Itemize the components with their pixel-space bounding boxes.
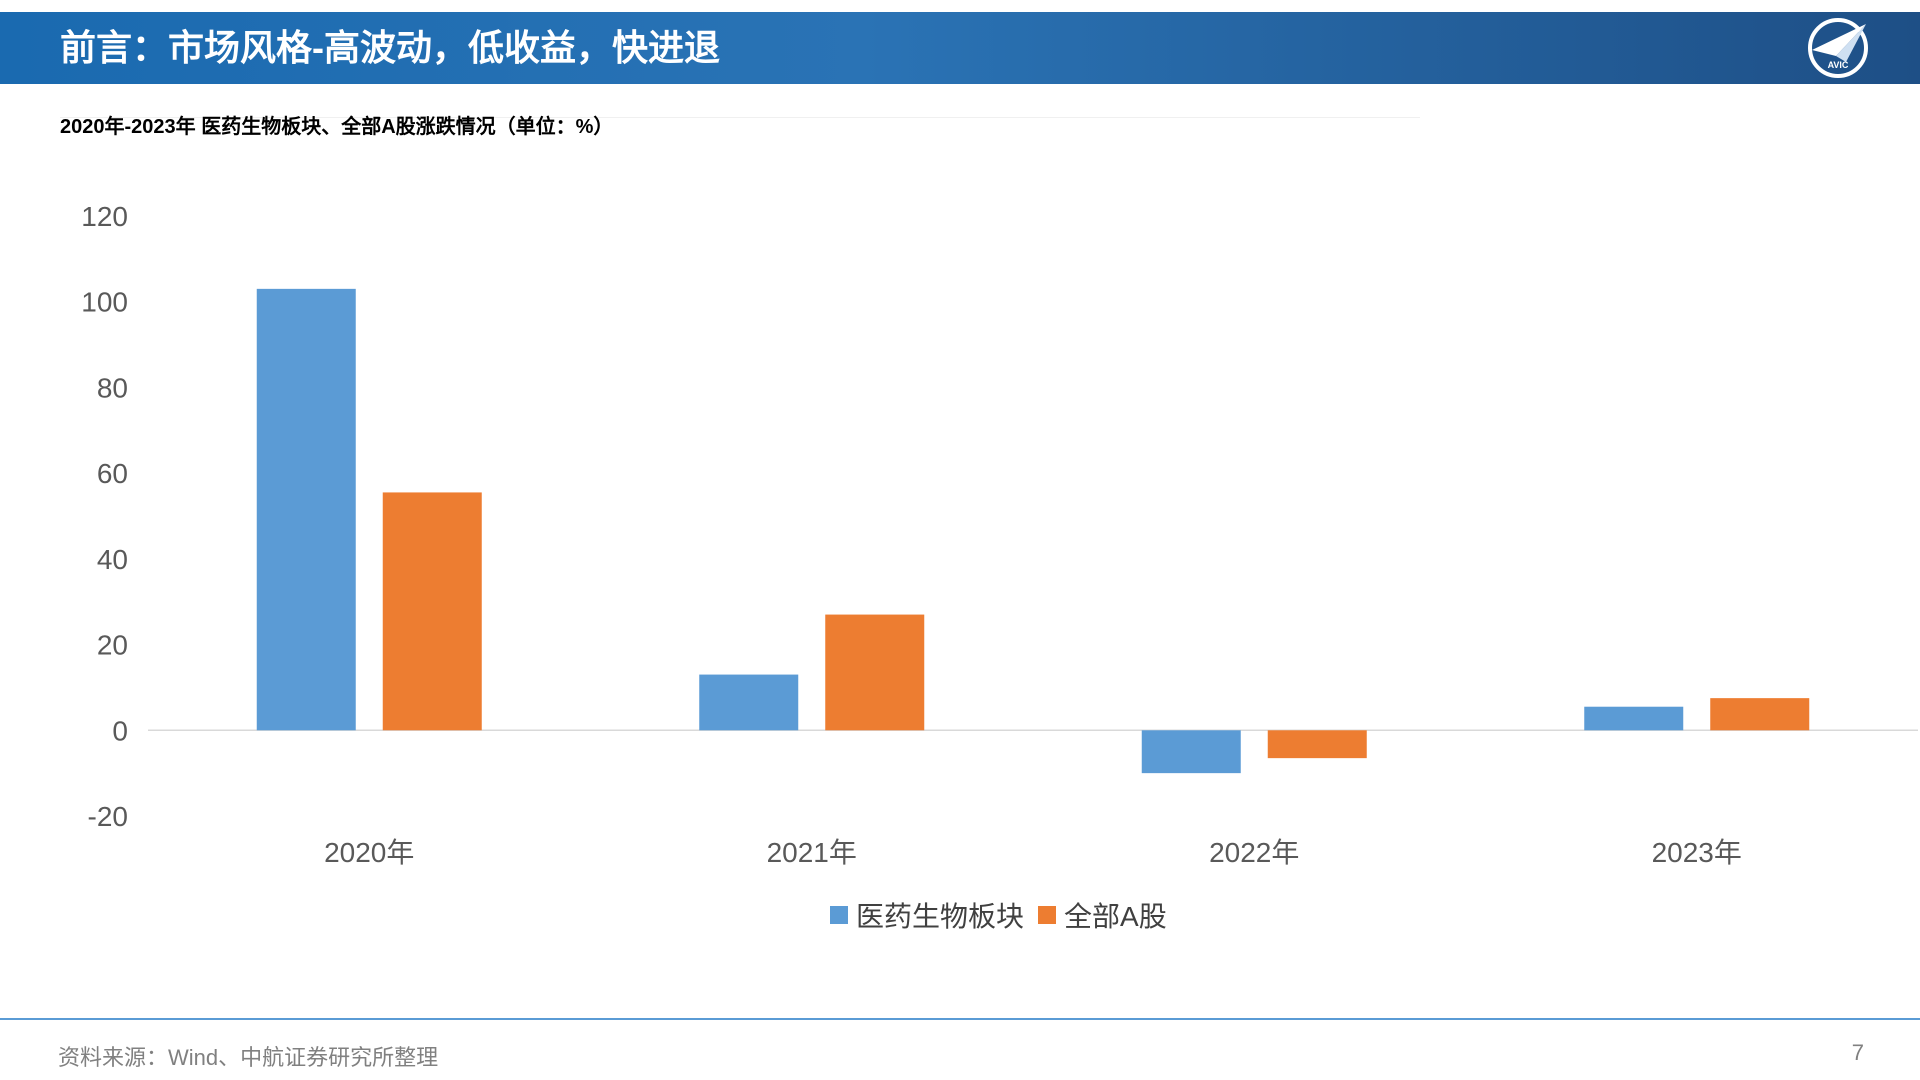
bar-pharma [256, 288, 356, 731]
y-tick-label: 100 [81, 287, 128, 318]
page-number: 7 [1851, 1040, 1864, 1065]
header-bar: 前言：市场风格-高波动，低收益，快进退 AVIC [0, 12, 1920, 84]
y-tick-label: 120 [81, 201, 128, 232]
bar-all-a [825, 614, 925, 731]
y-tick-label: 80 [97, 372, 128, 403]
legend-label-pharma: 医药生物板块 [856, 901, 1025, 932]
bar-pharma [1584, 706, 1684, 731]
bar-pharma [1141, 730, 1241, 774]
x-tick-label: 2020年 [324, 837, 414, 868]
y-tick-label: 20 [97, 630, 128, 661]
legend-item-pharma: 医药生物板块 [830, 895, 1024, 935]
y-tick-label: 40 [97, 544, 128, 575]
source-note: 资料来源：Wind、中航证券研究所整理 [58, 1045, 439, 1070]
bar-all-a [1710, 698, 1810, 731]
chart-title-divider [60, 117, 1420, 118]
x-tick-label: 2023年 [1652, 837, 1742, 868]
legend-swatch-pharma [830, 906, 848, 924]
bar-pharma [699, 674, 799, 731]
legend-swatch-all-a [1038, 906, 1057, 924]
legend-item-all-a: 全部A股 [1038, 895, 1167, 935]
bar-all-a [1267, 730, 1367, 759]
footer-divider [0, 1018, 1920, 1020]
legend-label-all-a: 全部A股 [1064, 901, 1167, 932]
chart-legend: 医药生物板块 全部A股 [830, 897, 1167, 933]
logo-text: AVIC [1828, 60, 1849, 70]
y-tick-label: -20 [88, 801, 128, 832]
bar-all-a [382, 492, 482, 731]
page-title: 前言：市场风格-高波动，低收益，快进退 [60, 27, 720, 68]
x-tick-label: 2021年 [767, 837, 857, 868]
avic-logo: AVIC [1808, 18, 1868, 78]
chart-title: 2020年-2023年 医药生物板块、全部A股涨跌情况（单位：%） [60, 116, 614, 138]
x-tick-label: 2022年 [1209, 837, 1299, 868]
y-tick-label: 60 [97, 458, 128, 489]
y-tick-label: 0 [112, 715, 128, 746]
